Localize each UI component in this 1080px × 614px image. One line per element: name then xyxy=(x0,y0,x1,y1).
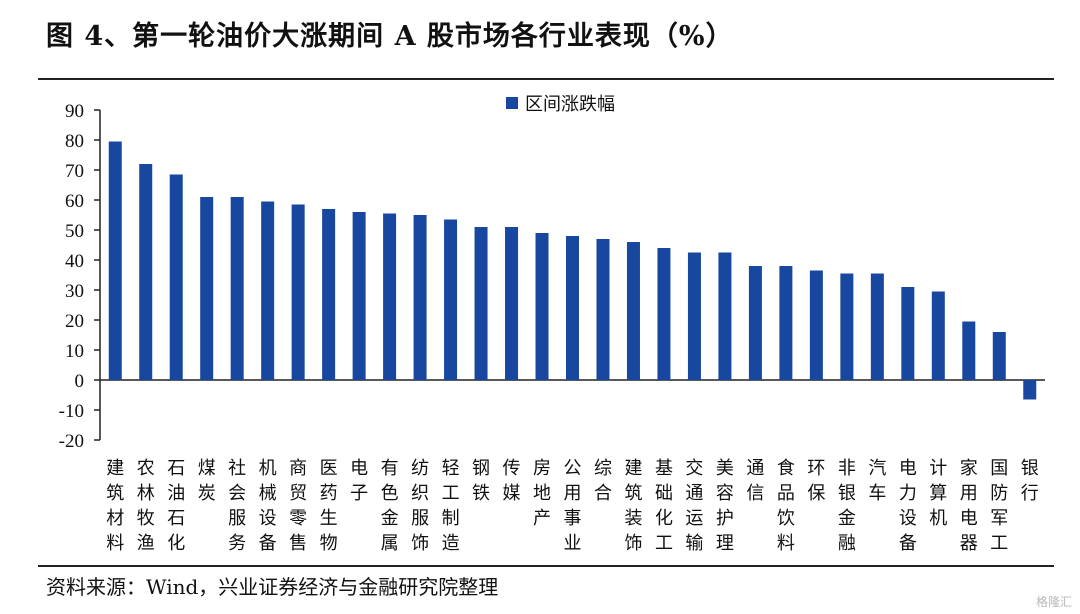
category-label: 环保 xyxy=(807,458,825,504)
bar xyxy=(687,252,701,380)
bar xyxy=(169,174,183,380)
bar xyxy=(139,164,153,380)
category-label: 食品饮料 xyxy=(777,458,795,554)
category-label: 建筑材料 xyxy=(106,458,124,554)
bar xyxy=(718,252,732,380)
bar-chart: 90 80 70 60 50 40 30 20 10 0 -10 -20 建筑材料农林牧渔石油石化煤炭… xyxy=(59,94,1045,554)
category-label: 电力设备 xyxy=(899,458,917,554)
category-label: 家用电器 xyxy=(960,458,978,554)
category-label: 基础化工 xyxy=(655,458,673,554)
category-labels: 建筑材料农林牧渔石油石化煤炭社会服务机械设备商贸零售医药生物电子有色金属纺织服饰… xyxy=(106,458,1039,554)
category-label: 纺织服饰 xyxy=(411,458,429,554)
category-label: 电子 xyxy=(350,458,368,504)
legend-label: 区间涨跌幅 xyxy=(525,94,615,115)
y-tick-label: 40 xyxy=(65,251,84,272)
category-label: 钢铁 xyxy=(472,458,490,504)
bar xyxy=(444,219,458,380)
source-note: 资料来源：Wind，兴业证券经济与金融研究院整理 xyxy=(46,575,499,599)
y-tick-label: 30 xyxy=(65,281,84,302)
category-label: 通信 xyxy=(746,458,764,504)
bar xyxy=(291,204,305,380)
y-tick-label: 60 xyxy=(65,191,84,212)
bar xyxy=(840,273,854,380)
category-label: 传媒 xyxy=(503,458,521,504)
category-label: 交通运输 xyxy=(685,458,703,554)
bar xyxy=(870,273,884,380)
bar xyxy=(596,239,610,380)
category-label: 国防军工 xyxy=(990,458,1008,554)
bar xyxy=(962,321,976,380)
y-tick-label: 80 xyxy=(65,131,84,152)
bar xyxy=(535,233,549,380)
category-label: 医药生物 xyxy=(320,458,338,554)
bar xyxy=(505,227,519,380)
bar xyxy=(901,287,915,380)
bar xyxy=(779,266,793,380)
y-tick-label: 50 xyxy=(65,221,84,242)
category-label: 机械设备 xyxy=(259,458,277,554)
chart-legend: 区间涨跌幅 xyxy=(506,94,615,115)
bar xyxy=(748,266,762,380)
category-label: 石油石化 xyxy=(167,458,185,554)
category-label: 建筑装饰 xyxy=(624,458,642,554)
category-label: 有色金属 xyxy=(381,458,399,554)
category-label: 非银金融 xyxy=(838,458,856,554)
legend-swatch xyxy=(506,97,518,109)
y-tick-label: 10 xyxy=(65,341,84,362)
y-tick-label: 70 xyxy=(65,161,84,182)
bar xyxy=(322,209,336,380)
category-label: 轻工制造 xyxy=(442,458,460,554)
bar xyxy=(931,291,945,380)
bar xyxy=(626,242,640,380)
bar xyxy=(261,201,275,380)
bar xyxy=(413,215,427,380)
source-divider xyxy=(38,565,1054,567)
y-tick-label: -20 xyxy=(59,431,84,452)
bar xyxy=(230,197,244,380)
bar xyxy=(566,236,579,380)
chart-bars xyxy=(108,141,1037,400)
category-label: 汽车 xyxy=(868,458,886,504)
watermark: 格隆汇 xyxy=(1035,595,1072,609)
y-tick-label: 20 xyxy=(65,311,84,332)
category-label: 银行 xyxy=(1021,458,1039,504)
bar xyxy=(809,270,823,380)
bar xyxy=(474,227,488,380)
bar xyxy=(108,141,122,380)
bar xyxy=(657,248,671,380)
category-label: 房地产 xyxy=(533,458,551,529)
title-divider xyxy=(38,78,1054,80)
category-label: 计算机 xyxy=(929,458,947,529)
bar xyxy=(992,332,1006,380)
bar xyxy=(383,213,397,380)
page-title: 图 4、第一轮油价大涨期间 A 股市场各行业表现（%） xyxy=(46,21,734,52)
category-label: 美容护理 xyxy=(716,458,734,554)
category-label: 社会服务 xyxy=(228,458,246,554)
category-label: 商贸零售 xyxy=(289,458,307,554)
y-tick-label: 90 xyxy=(65,101,84,122)
category-label: 公用事业 xyxy=(564,458,582,554)
bar xyxy=(200,197,214,380)
y-tick-label: 0 xyxy=(75,371,85,392)
bar xyxy=(1023,380,1037,400)
category-label: 综合 xyxy=(594,458,612,504)
category-label: 煤炭 xyxy=(198,458,216,504)
bar xyxy=(352,212,366,380)
category-label: 农林牧渔 xyxy=(137,458,155,554)
y-tick-label: -10 xyxy=(59,401,84,422)
